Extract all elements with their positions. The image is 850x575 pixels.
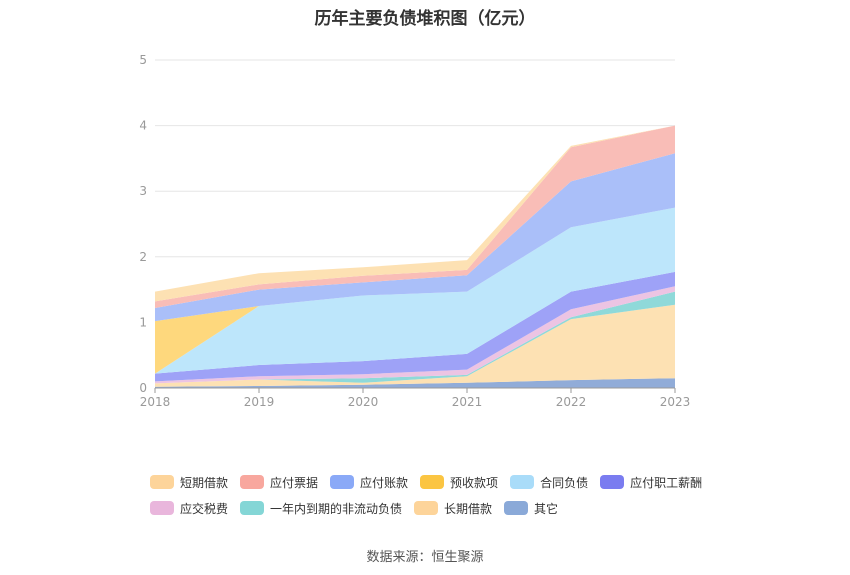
x-tick-label: 2018: [140, 395, 171, 409]
legend-label: 应付职工薪酬: [630, 475, 703, 490]
legend-swatch: [150, 501, 174, 515]
legend-item[interactable]: 应付票据: [240, 472, 318, 492]
chart-title: 历年主要负债堆积图（亿元）: [314, 9, 536, 29]
legend-label: 短期借款: [180, 475, 229, 490]
legend: 短期借款 应付票据 应付账款 预收款项 合同负债 应付职工薪酬应交税费 一年内到期的非流动负…: [150, 472, 730, 518]
legend-swatch: [330, 475, 355, 489]
legend-item[interactable]: 一年内到期的非流动负债: [240, 498, 402, 518]
legend-label: 应付账款: [360, 475, 409, 490]
legend-label: 一年内到期的非流动负债: [270, 501, 403, 516]
area-series-7: [155, 153, 675, 322]
legend-item[interactable]: 其它: [504, 498, 558, 518]
area-layer: [155, 125, 675, 388]
legend-swatch: [510, 475, 535, 489]
x-tick-label: 2020: [348, 395, 379, 409]
legend-item[interactable]: 短期借款: [150, 472, 228, 492]
legend-swatch: [504, 501, 529, 515]
y-tick-label: 1: [139, 315, 147, 329]
legend-swatch: [420, 475, 445, 489]
y-tick-label: 0: [139, 381, 147, 395]
x-tick-label: 2021: [452, 395, 483, 409]
y-tick-label: 3: [139, 184, 147, 198]
area-series-5: [155, 207, 675, 374]
area-series-0: [155, 378, 675, 388]
legend-swatch: [600, 475, 625, 489]
legend-swatch: [240, 501, 265, 515]
area-series-1: [155, 304, 675, 387]
legend-item[interactable]: 长期借款: [414, 498, 492, 518]
axis-layer: 0 1 2 3 4 5 2018 2019 2020 2021 2022 2023: [139, 53, 690, 409]
legend-item[interactable]: 应交税费: [150, 498, 228, 518]
legend-swatch: [150, 475, 174, 489]
y-tick-label: 4: [139, 119, 147, 133]
legend-label: 长期借款: [444, 501, 493, 516]
legend-item[interactable]: 预收款项: [420, 472, 498, 492]
area-series-9: [155, 125, 675, 302]
legend-label: 应付票据: [270, 475, 319, 490]
area-series-8: [155, 125, 675, 308]
legend-label: 合同负债: [540, 475, 589, 490]
legend-item[interactable]: 应付账款: [330, 472, 408, 492]
legend-label: 其它: [534, 501, 559, 516]
y-tick-label: 2: [139, 250, 147, 264]
chart-plot: 0 1 2 3 4 5 2018 2019 2020 2021 2022 2023: [139, 53, 690, 409]
area-series-4: [155, 271, 675, 382]
legend-label: 预收款项: [450, 475, 499, 490]
legend-item[interactable]: 应付职工薪酬: [600, 472, 702, 492]
legend-swatch: [414, 501, 439, 515]
legend-swatch: [240, 475, 265, 489]
x-tick-label: 2022: [556, 395, 587, 409]
legend-label: 应交税费: [180, 501, 229, 516]
x-tick-label: 2019: [244, 395, 275, 409]
x-tick-label: 2023: [660, 395, 691, 409]
legend-item[interactable]: 合同负债: [510, 472, 588, 492]
y-tick-label: 5: [139, 53, 147, 67]
source-note: 数据来源：恒生聚源: [366, 550, 484, 565]
